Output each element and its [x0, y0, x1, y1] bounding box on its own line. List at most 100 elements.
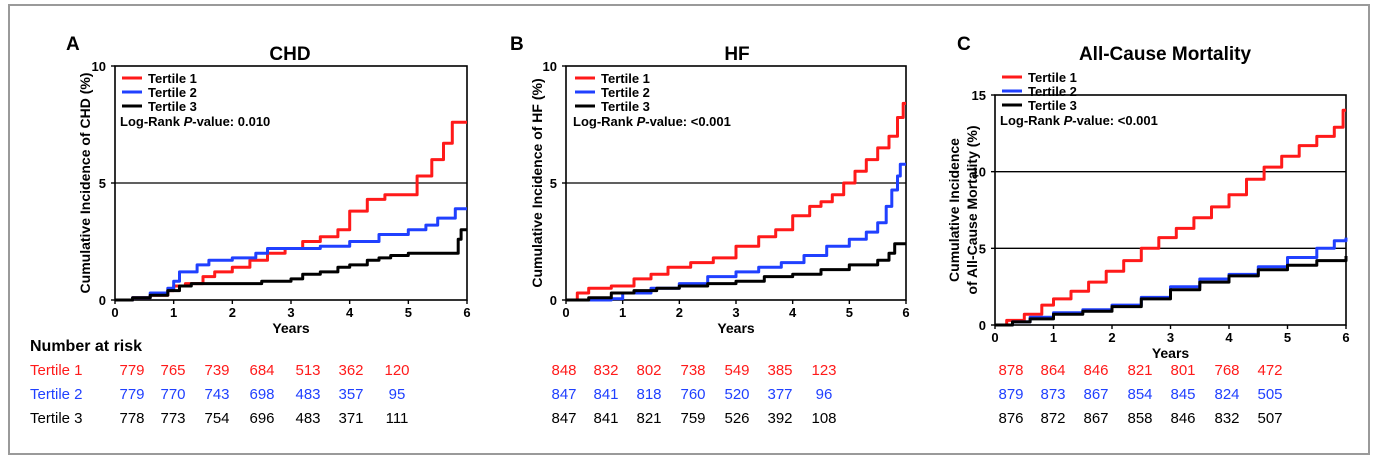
risk-row-tertile-1: Tertile 1 779 765 739 684 513 362 120 848 832 802 7…: [0, 362, 1380, 382]
panel-b: B HF 0 5 10 0 1 2 3 4 5 6 Years Cumulative Incidence …: [510, 34, 910, 336]
y-tick-label: 5: [979, 241, 986, 256]
panel-c: C All-Cause Mortality 0 5 10 15 0 1 2 3 4 5 6 Years Cu…: [946, 34, 1350, 361]
y-tick-label: 0: [550, 293, 557, 308]
panel-title: HF: [724, 44, 749, 65]
x-tick-label: 6: [902, 305, 909, 320]
risk-cell-b: 821: [636, 410, 662, 427]
risk-cell-a: 483: [295, 410, 321, 427]
legend-label: Tertile 3: [148, 99, 197, 114]
risk-cell-c: 832: [1214, 410, 1240, 427]
risk-cell-c: 858: [1127, 410, 1153, 427]
risk-cell-c: 867: [1083, 410, 1109, 427]
risk-cell-a: 754: [204, 410, 230, 427]
x-tick-label: 0: [111, 305, 118, 320]
risk-cell-b: 802: [636, 362, 662, 379]
log-rank-annotation: Log-Rank P-value: <0.001: [573, 114, 731, 129]
x-tick-label: 2: [676, 305, 683, 320]
risk-cell-b: 847: [551, 386, 577, 403]
y-tick-label: 0: [99, 293, 106, 308]
log-rank-annotation: Log-Rank P-value: <0.001: [1000, 113, 1158, 128]
risk-cell-a: 779: [119, 362, 145, 379]
y-tick-label: 10: [543, 59, 557, 74]
risk-cell-b: 549: [724, 362, 750, 379]
legend-label: Tertile 3: [1028, 98, 1077, 113]
x-tick-label: 1: [619, 305, 626, 320]
risk-cell-a: 739: [204, 362, 230, 379]
log-rank-annotation: Log-Rank P-value: 0.010: [120, 114, 270, 129]
risk-cell-b: 818: [636, 386, 662, 403]
risk-cell-a: 698: [249, 386, 275, 403]
legend-label: Tertile 2: [601, 85, 650, 100]
risk-row-tertile-2: Tertile 2 779 770 743 698 483 357 95 847 841 818 76…: [0, 386, 1380, 406]
y-axis-label: Cumulative Incidence of HF (%): [529, 78, 545, 287]
y-tick-label: 5: [99, 176, 106, 191]
x-tick-label: 4: [346, 305, 354, 320]
risk-cell-b: 385: [767, 362, 793, 379]
panel-title: All-Cause Mortality: [1079, 44, 1252, 65]
risk-row-label: Tertile 3: [30, 410, 83, 427]
risk-cell-b: 760: [680, 386, 706, 403]
risk-cell-a: 362: [338, 362, 364, 379]
series-line-tertile-2: [566, 162, 906, 302]
risk-cell-b: 96: [815, 386, 833, 403]
y-tick-label: 10: [972, 165, 986, 180]
risk-cell-c: 821: [1127, 362, 1153, 379]
x-tick-label: 4: [1225, 330, 1233, 345]
x-tick-label: 6: [463, 305, 470, 320]
x-tick-label: 3: [1167, 330, 1174, 345]
x-tick-label: 5: [405, 305, 412, 320]
y-axis-label: of All-Cause Mortality (%): [964, 125, 980, 294]
risk-cell-a: 773: [160, 410, 186, 427]
risk-cell-b: 377: [767, 386, 793, 403]
risk-cell-c: 876: [998, 410, 1024, 427]
x-tick-label: 3: [287, 305, 294, 320]
risk-cell-b: 526: [724, 410, 750, 427]
risk-cell-b: 520: [724, 386, 750, 403]
figure-frame: [8, 4, 1370, 455]
risk-cell-c: 867: [1083, 386, 1109, 403]
risk-cell-c: 879: [998, 386, 1024, 403]
series-line-tertile-3: [566, 242, 906, 302]
y-tick-label: 10: [92, 59, 106, 74]
number-at-risk-title: Number at risk: [30, 338, 143, 355]
panel-a: A CHD 0 5 10 0 1 2 3 4 5 6 Years Cumulative Incidence…: [66, 34, 471, 336]
risk-cell-c: 846: [1170, 410, 1196, 427]
x-axis-label: Years: [717, 320, 755, 336]
x-tick-label: 1: [1050, 330, 1057, 345]
risk-cell-c: 845: [1170, 386, 1196, 403]
x-tick-label: 1: [170, 305, 177, 320]
x-tick-label: 3: [732, 305, 739, 320]
risk-cell-b: 738: [680, 362, 706, 379]
risk-cell-c: 472: [1257, 362, 1283, 379]
series-line-tertile-2: [115, 207, 467, 302]
risk-cell-b: 841: [593, 410, 619, 427]
panel-letter: A: [66, 34, 80, 55]
risk-cell-b: 848: [551, 362, 577, 379]
risk-cell-c: 801: [1170, 362, 1196, 379]
series-line-tertile-1: [995, 108, 1346, 327]
risk-cell-c: 864: [1040, 362, 1066, 379]
legend-label: Tertile 2: [1028, 84, 1077, 99]
x-tick-label: 2: [229, 305, 236, 320]
risk-cell-c: 878: [998, 362, 1024, 379]
series-line-tertile-1: [566, 101, 906, 302]
risk-cell-a: 483: [295, 386, 321, 403]
risk-cell-a: 770: [160, 386, 186, 403]
panel-title: CHD: [269, 44, 310, 65]
y-axis-label: Cumulative Incidence: [946, 138, 962, 282]
series-line-tertile-1: [115, 120, 467, 302]
y-tick-label: 15: [972, 88, 986, 103]
legend-label: Tertile 3: [601, 99, 650, 114]
risk-cell-c: 873: [1040, 386, 1066, 403]
legend-label: Tertile 1: [1028, 70, 1077, 85]
x-axis-label: Years: [272, 320, 310, 336]
risk-cell-b: 392: [767, 410, 793, 427]
risk-cell-c: 824: [1214, 386, 1240, 403]
risk-row-tertile-3: Tertile 3 778 773 754 696 483 371 111 847 841 821 7…: [0, 410, 1380, 430]
x-tick-label: 6: [1342, 330, 1349, 345]
risk-cell-a: 684: [249, 362, 275, 379]
risk-cell-a: 743: [204, 386, 230, 403]
panel-letter: B: [510, 34, 524, 55]
series-line-tertile-2: [995, 237, 1348, 327]
